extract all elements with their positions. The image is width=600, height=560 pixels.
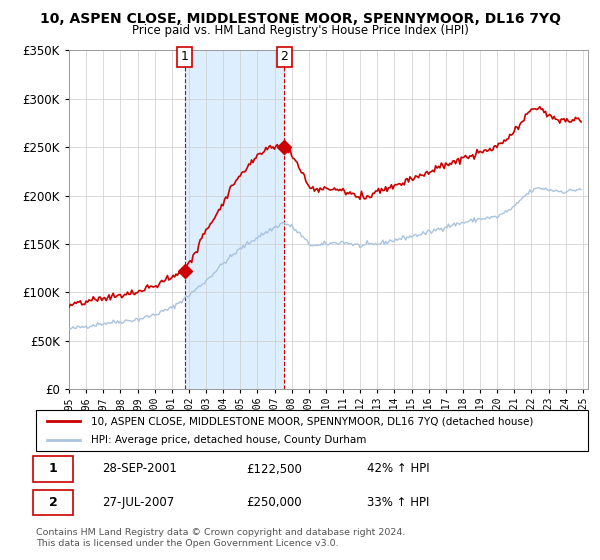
Text: 10, ASPEN CLOSE, MIDDLESTONE MOOR, SPENNYMOOR, DL16 7YQ (detached house): 10, ASPEN CLOSE, MIDDLESTONE MOOR, SPENN… xyxy=(91,417,533,426)
Text: £250,000: £250,000 xyxy=(246,496,301,509)
Text: Contains HM Land Registry data © Crown copyright and database right 2024.
This d: Contains HM Land Registry data © Crown c… xyxy=(36,528,406,548)
Text: HPI: Average price, detached house, County Durham: HPI: Average price, detached house, Coun… xyxy=(91,435,367,445)
Text: 42% ↑ HPI: 42% ↑ HPI xyxy=(367,463,430,475)
Text: 33% ↑ HPI: 33% ↑ HPI xyxy=(367,496,430,509)
Text: 1: 1 xyxy=(49,463,58,475)
Text: £122,500: £122,500 xyxy=(246,463,302,475)
Text: 27-JUL-2007: 27-JUL-2007 xyxy=(102,496,175,509)
Text: Price paid vs. HM Land Registry's House Price Index (HPI): Price paid vs. HM Land Registry's House … xyxy=(131,24,469,37)
Text: 2: 2 xyxy=(49,496,58,509)
Text: 2: 2 xyxy=(280,50,288,63)
Text: 1: 1 xyxy=(181,50,188,63)
Text: 28-SEP-2001: 28-SEP-2001 xyxy=(102,463,177,475)
FancyBboxPatch shape xyxy=(36,410,588,451)
Bar xyxy=(185,50,284,389)
FancyBboxPatch shape xyxy=(33,490,73,515)
Text: 10, ASPEN CLOSE, MIDDLESTONE MOOR, SPENNYMOOR, DL16 7YQ: 10, ASPEN CLOSE, MIDDLESTONE MOOR, SPENN… xyxy=(40,12,560,26)
FancyBboxPatch shape xyxy=(33,456,73,482)
